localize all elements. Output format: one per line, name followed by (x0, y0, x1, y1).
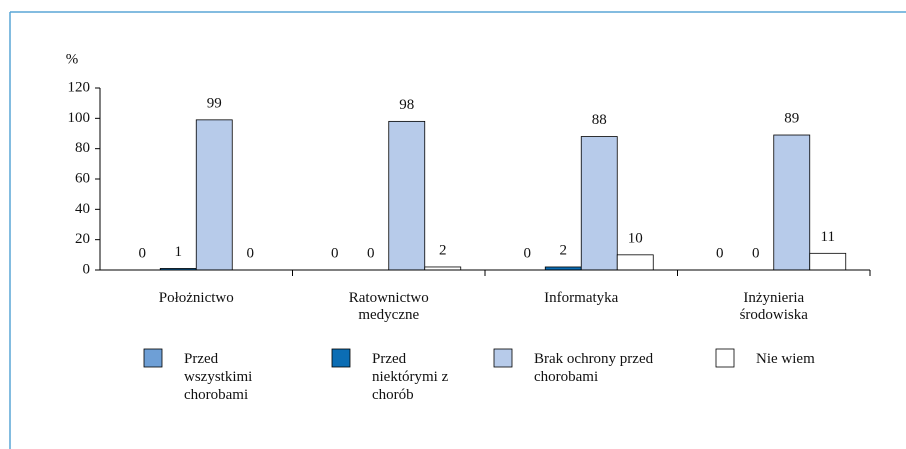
data-label: 1 (175, 244, 183, 260)
data-label: 11 (821, 229, 835, 245)
data-label: 10 (628, 230, 643, 246)
data-label: 0 (716, 245, 724, 261)
bar (195, 119, 233, 271)
data-label: 88 (592, 112, 607, 128)
bar (616, 254, 654, 271)
bar (809, 252, 847, 271)
data-label: 2 (560, 242, 568, 258)
data-label: 0 (524, 245, 532, 261)
data-label: 0 (367, 245, 375, 261)
bar (388, 120, 426, 271)
legend-label: Brak ochrony przed chorobami (534, 351, 654, 385)
data-label: 99 (207, 95, 222, 111)
legend-label: Nie wiem (756, 351, 815, 367)
y-tick-label: 80 (75, 140, 90, 156)
y-tick-label: 100 (68, 110, 91, 126)
x-tick-label: Inżynieria środowiska (739, 290, 808, 323)
legend-label: Przed niektórymi z chorób (372, 351, 449, 403)
data-label: 0 (247, 245, 255, 261)
y-tick-label: 40 (75, 201, 90, 217)
x-tick-label: Położnictwo (158, 290, 234, 306)
legend-swatch (715, 348, 735, 368)
legend-swatch (493, 348, 513, 368)
y-tick-label: 20 (75, 231, 90, 247)
legend-label: Przed wszystkimi chorobami (184, 351, 253, 403)
y-axis-label: % (66, 51, 79, 67)
x-tick-label: Ratownictwo medyczne (348, 290, 429, 323)
y-tick-label: 120 (68, 79, 91, 95)
bar (580, 136, 618, 271)
data-label: 0 (752, 245, 760, 261)
data-label: 2 (439, 242, 447, 258)
x-tick-label: Informatyka (544, 290, 619, 306)
data-label: 98 (399, 97, 414, 113)
y-tick-label: 60 (75, 170, 90, 186)
data-label: 0 (139, 245, 147, 261)
legend-swatch (143, 348, 163, 368)
bar (773, 134, 811, 271)
data-label: 0 (331, 245, 339, 261)
legend-swatch (331, 348, 351, 368)
y-tick-label: 0 (83, 261, 91, 277)
data-label: 89 (784, 110, 799, 126)
